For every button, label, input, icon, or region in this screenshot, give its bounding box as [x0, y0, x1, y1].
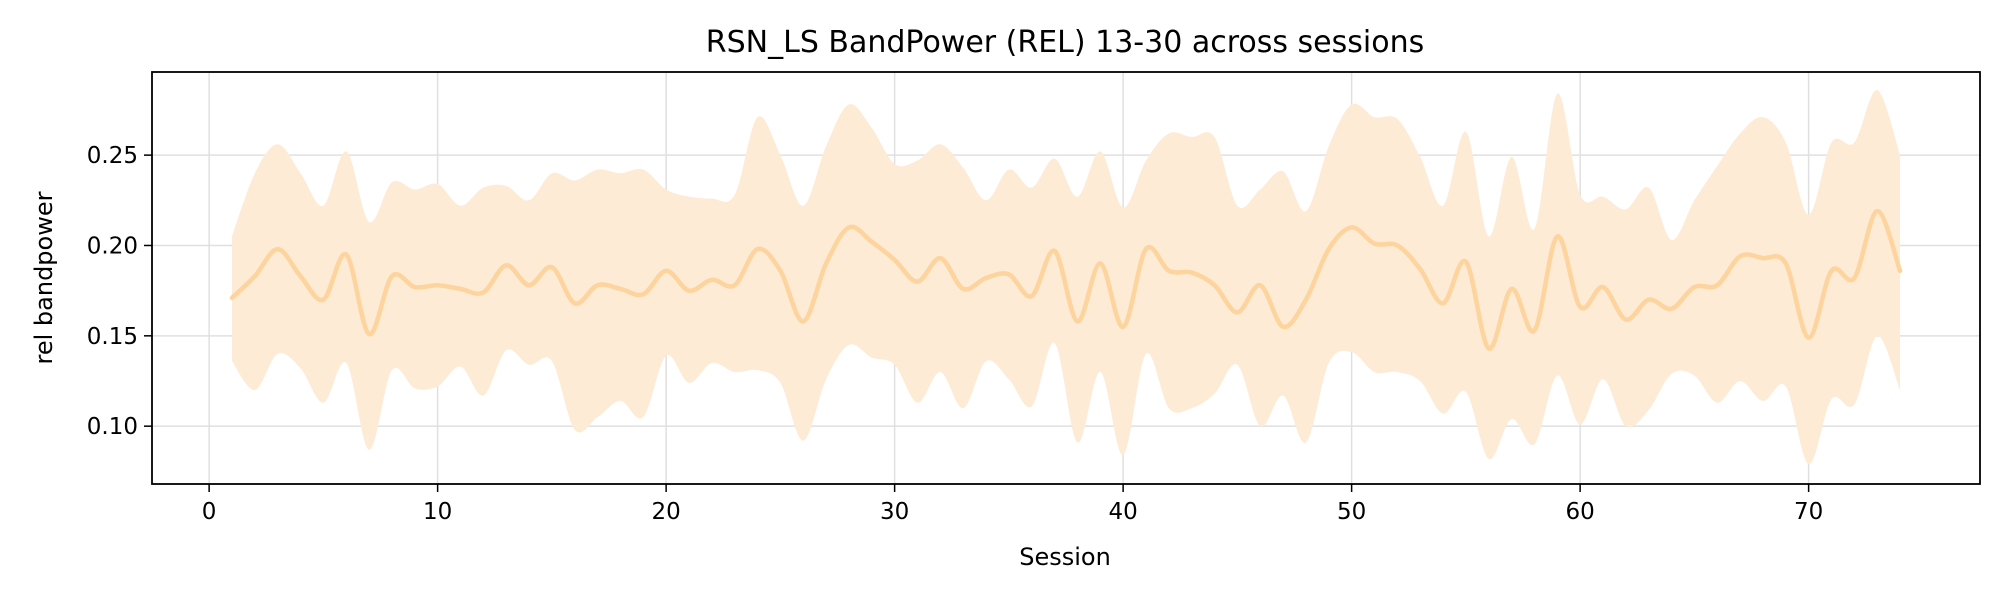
x-tick-label-5: 50 [1337, 499, 1366, 525]
y-axis-label: rel bandpower [30, 191, 58, 364]
y-tick-label-0: 0.10 [87, 414, 138, 440]
x-tick-label-4: 40 [1108, 499, 1137, 525]
y-tick-label-2: 0.20 [87, 233, 138, 259]
chart-title: RSN_LS BandPower (REL) 13-30 across sess… [706, 25, 1424, 60]
y-tick-label-1: 0.15 [87, 324, 138, 350]
x-tick-label-3: 30 [880, 499, 909, 525]
x-axis-ticks: 0 10 20 30 40 50 60 70 [202, 484, 1823, 525]
x-tick-label-2: 20 [651, 499, 680, 525]
x-tick-label-1: 10 [423, 499, 452, 525]
x-tick-label-7: 70 [1794, 499, 1823, 525]
y-tick-label-3: 0.25 [87, 143, 138, 169]
y-axis-ticks: 0.10 0.15 0.20 0.25 [87, 143, 152, 440]
x-tick-label-0: 0 [202, 499, 217, 525]
mean-line [229, 208, 1903, 351]
x-axis-label: Session [1019, 543, 1111, 571]
plot-frame [151, 71, 1981, 485]
x-tick-label-6: 60 [1565, 499, 1594, 525]
